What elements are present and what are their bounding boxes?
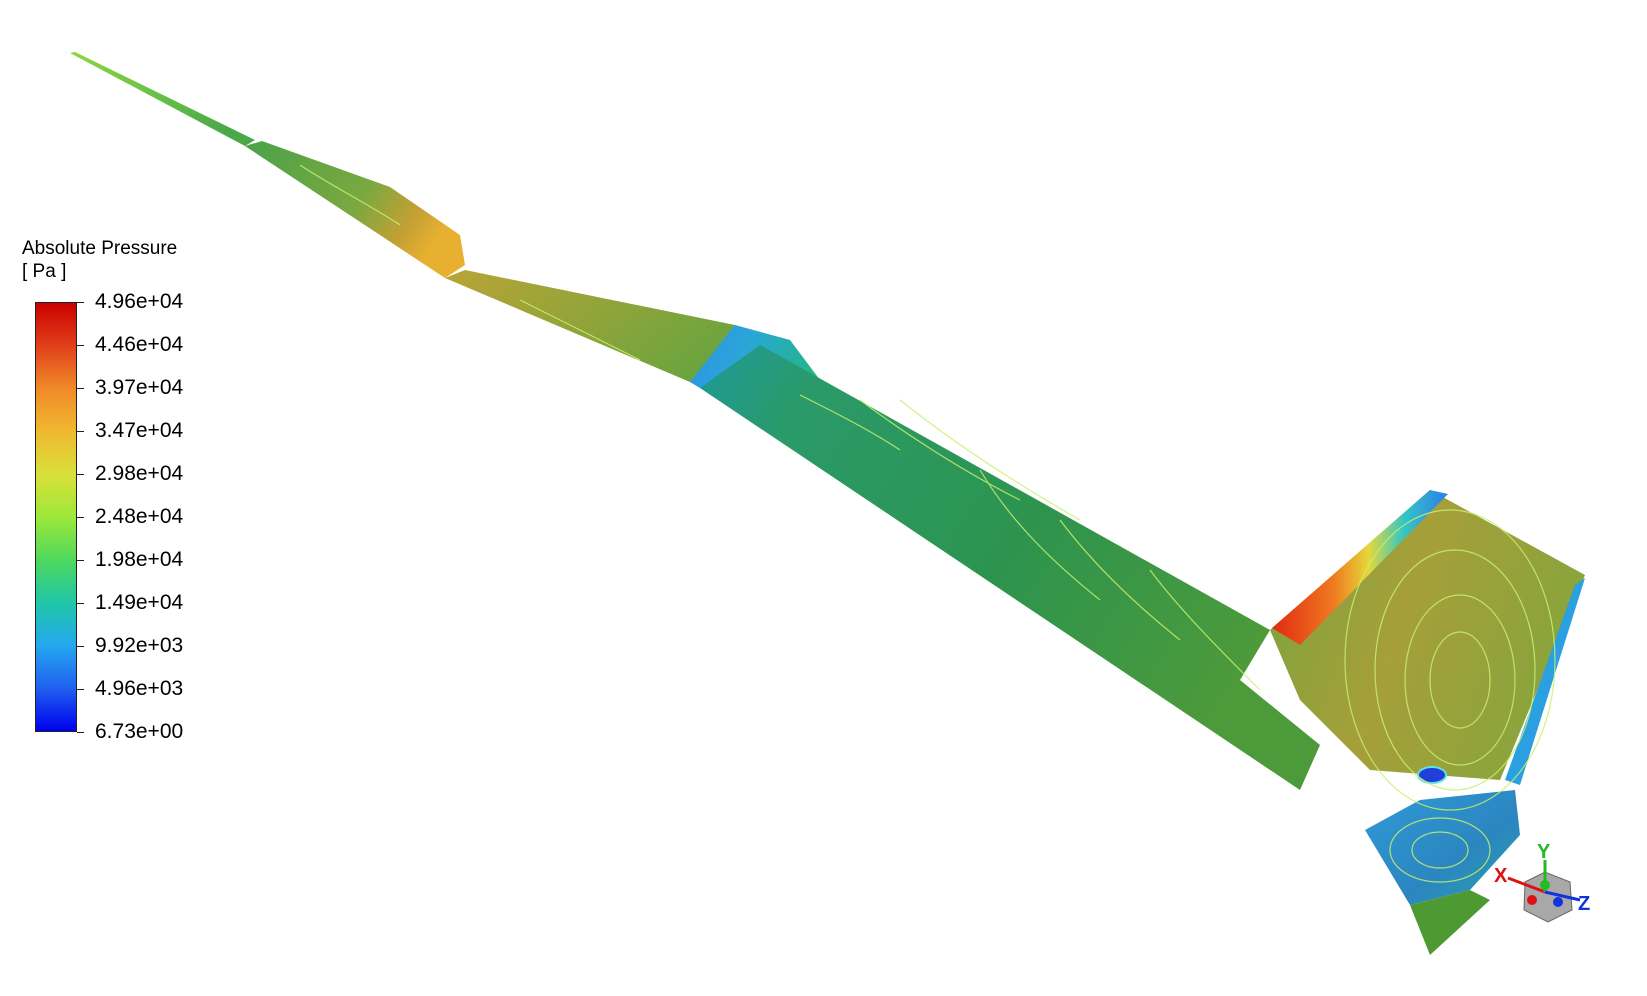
shaft-surface xyxy=(1410,890,1490,955)
legend-tick-mark xyxy=(77,388,84,389)
triad-y-dot xyxy=(1540,880,1550,890)
legend-tick-label: 1.98e+04 xyxy=(95,548,184,571)
triad-z-axis xyxy=(1544,890,1581,902)
legend-unit: [ Pa ] xyxy=(22,261,67,282)
triad-z-label: Z xyxy=(1578,893,1591,915)
legend-tick-label: 4.96e+04 xyxy=(95,290,184,313)
legend-tick-mark xyxy=(77,646,84,647)
legend-tick-mark xyxy=(77,517,84,518)
triad-z-dot xyxy=(1553,897,1563,907)
blade-outer-section-surface xyxy=(245,141,465,278)
hub-surface xyxy=(1365,790,1520,905)
blade-mid-section-surface xyxy=(445,270,760,385)
axis-triad[interactable] xyxy=(1507,860,1581,923)
contour-lines xyxy=(299,164,1556,883)
hub-vortex xyxy=(1417,766,1447,784)
legend-tick-mark xyxy=(77,689,84,690)
triad-y-label: Y xyxy=(1537,841,1551,863)
legend-tick-mark xyxy=(77,732,84,733)
legend-tick-label: 4.96e+03 xyxy=(95,677,184,700)
legend-title: Absolute Pressure xyxy=(22,238,178,259)
legend-tick-label: 2.48e+04 xyxy=(95,505,184,528)
legend-tick-mark xyxy=(77,474,84,475)
fin-trailing-edge-band xyxy=(1505,578,1585,785)
legend-tick-mark xyxy=(77,560,84,561)
legend-tick-mark xyxy=(77,302,84,303)
legend-tick-label: 1.49e+04 xyxy=(95,591,184,614)
blade-main-span-surface xyxy=(700,345,1320,790)
legend-tick-label: 6.73e+00 xyxy=(95,720,184,743)
legend-tick-label: 4.46e+04 xyxy=(95,333,184,356)
blade-root-fin-surface xyxy=(1270,490,1585,780)
triad-x-label: X xyxy=(1494,865,1508,887)
legend-tick-label: 2.98e+04 xyxy=(95,462,184,485)
legend-colorbar xyxy=(35,302,77,732)
legend-tick-mark xyxy=(77,431,84,432)
triad-x-axis xyxy=(1507,876,1546,894)
legend-tick-mark xyxy=(77,345,84,346)
blade-tip-surface xyxy=(70,52,255,146)
legend-tick-label: 3.47e+04 xyxy=(95,419,184,442)
legend-tick-label: 3.97e+04 xyxy=(95,376,184,399)
legend-tick-mark xyxy=(77,603,84,604)
fin-leading-edge-band xyxy=(1272,490,1448,645)
legend-tick-label: 9.92e+03 xyxy=(95,634,184,657)
triad-x-dot xyxy=(1527,895,1537,905)
